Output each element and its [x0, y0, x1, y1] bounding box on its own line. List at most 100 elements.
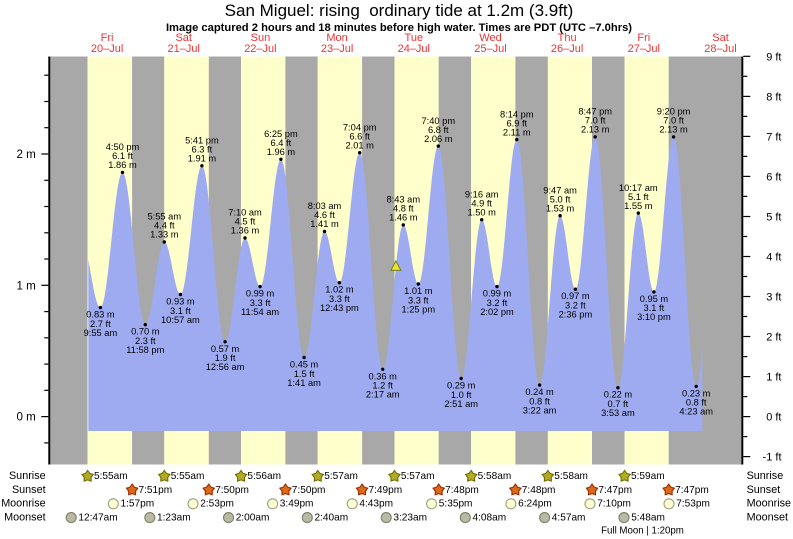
svg-text:1.5 ft: 1.5 ft	[294, 369, 315, 379]
svg-text:-1 ft: -1 ft	[763, 452, 782, 464]
svg-text:Sun: Sun	[251, 32, 271, 44]
svg-text:2:00am: 2:00am	[236, 513, 270, 524]
svg-text:Moonset: Moonset	[747, 512, 788, 524]
svg-text:5:59am: 5:59am	[631, 471, 665, 482]
svg-text:2:51 am: 2:51 am	[444, 399, 478, 409]
svg-text:5:58am: 5:58am	[478, 471, 512, 482]
svg-text:21–Jul: 21–Jul	[167, 43, 199, 55]
svg-text:0.8 ft: 0.8 ft	[529, 396, 550, 406]
svg-text:5:41 pm: 5:41 pm	[185, 136, 219, 146]
svg-text:24–Jul: 24–Jul	[398, 43, 430, 55]
svg-text:1:25 pm: 1:25 pm	[402, 304, 436, 314]
svg-text:4:50 pm: 4:50 pm	[106, 142, 140, 152]
svg-text:10:57 am: 10:57 am	[161, 315, 200, 325]
svg-text:3.1 ft: 3.1 ft	[644, 303, 665, 313]
svg-text:5.0 ft: 5.0 ft	[550, 194, 571, 204]
svg-text:20–Jul: 20–Jul	[91, 43, 123, 55]
svg-text:5:57am: 5:57am	[401, 471, 435, 482]
svg-text:6 ft: 6 ft	[766, 171, 781, 183]
svg-text:1.86 m: 1.86 m	[108, 160, 137, 170]
svg-text:2.13 m: 2.13 m	[659, 125, 688, 135]
svg-text:6.6 ft: 6.6 ft	[349, 131, 370, 141]
svg-text:2.01 m: 2.01 m	[345, 140, 374, 150]
svg-text:0.99 m: 0.99 m	[483, 289, 512, 299]
svg-text:0.23 m: 0.23 m	[682, 388, 711, 398]
svg-text:9 ft: 9 ft	[766, 51, 781, 63]
svg-text:6:24pm: 6:24pm	[518, 499, 552, 510]
svg-text:4 ft: 4 ft	[766, 252, 781, 264]
svg-text:2 ft: 2 ft	[766, 332, 781, 344]
svg-text:1:23am: 1:23am	[157, 513, 191, 524]
svg-text:4.5 ft: 4.5 ft	[235, 217, 256, 227]
svg-text:0.97 m: 0.97 m	[561, 291, 590, 301]
svg-text:Sunset: Sunset	[747, 484, 781, 496]
svg-text:0.99 m: 0.99 m	[246, 289, 275, 299]
svg-text:11:58 pm: 11:58 pm	[126, 345, 164, 355]
svg-text:1 ft: 1 ft	[766, 372, 781, 384]
svg-text:Moonrise: Moonrise	[747, 498, 791, 510]
svg-text:0 ft: 0 ft	[766, 412, 781, 424]
svg-text:7:48pm: 7:48pm	[445, 485, 479, 496]
svg-text:1.9 ft: 1.9 ft	[215, 353, 236, 363]
svg-text:25–Jul: 25–Jul	[474, 43, 506, 55]
svg-text:0.29 m: 0.29 m	[447, 381, 476, 391]
svg-text:7 ft: 7 ft	[766, 131, 781, 143]
svg-text:7:04 pm: 7:04 pm	[343, 122, 377, 132]
svg-text:7:47pm: 7:47pm	[675, 485, 709, 496]
svg-text:2.11 m: 2.11 m	[503, 127, 531, 137]
svg-text:San Miguel: rising ordinary t: San Miguel: rising ordinary tide at 1.2m…	[225, 1, 574, 20]
svg-text:1.33 m: 1.33 m	[150, 230, 179, 240]
svg-text:2 m: 2 m	[16, 148, 35, 161]
svg-text:1.41 m: 1.41 m	[310, 219, 339, 229]
svg-text:9:47 am: 9:47 am	[543, 185, 577, 195]
svg-text:12:43 pm: 12:43 pm	[320, 303, 359, 313]
svg-text:1.01 m: 1.01 m	[404, 286, 433, 296]
svg-text:4:43pm: 4:43pm	[359, 499, 393, 510]
svg-text:Moonrise: Moonrise	[1, 498, 45, 510]
svg-text:6.8 ft: 6.8 ft	[428, 125, 449, 135]
svg-text:12:47am: 12:47am	[78, 513, 117, 524]
svg-text:1.02 m: 1.02 m	[325, 285, 354, 295]
svg-text:Moonset: Moonset	[4, 512, 45, 524]
svg-text:8:14 pm: 8:14 pm	[500, 109, 534, 119]
svg-text:27–Jul: 27–Jul	[628, 43, 660, 55]
svg-text:1.36 m: 1.36 m	[231, 226, 260, 236]
svg-text:2.06 m: 2.06 m	[424, 134, 453, 144]
svg-text:0.36 m: 0.36 m	[368, 371, 397, 381]
svg-text:2.7 ft: 2.7 ft	[90, 319, 111, 329]
svg-text:6.4 ft: 6.4 ft	[271, 138, 292, 148]
svg-text:7.0 ft: 7.0 ft	[663, 116, 684, 126]
svg-text:3:23am: 3:23am	[393, 513, 427, 524]
svg-text:3.3 ft: 3.3 ft	[329, 294, 350, 304]
svg-text:3.2 ft: 3.2 ft	[565, 301, 586, 311]
svg-text:12:56 am: 12:56 am	[206, 362, 245, 372]
svg-text:4.6 ft: 4.6 ft	[314, 210, 335, 220]
svg-text:5 ft: 5 ft	[766, 212, 781, 224]
svg-text:6:25 pm: 6:25 pm	[264, 129, 298, 139]
svg-text:1.2 ft: 1.2 ft	[372, 381, 393, 391]
svg-text:8 ft: 8 ft	[766, 91, 781, 103]
svg-text:8:47 pm: 8:47 pm	[578, 107, 612, 117]
svg-text:0.57 m: 0.57 m	[211, 344, 240, 354]
svg-text:Mon: Mon	[326, 32, 347, 44]
svg-text:7:50pm: 7:50pm	[292, 485, 326, 496]
svg-text:5:56am: 5:56am	[247, 471, 281, 482]
svg-text:4.9 ft: 4.9 ft	[471, 198, 492, 208]
svg-text:8:03 am: 8:03 am	[308, 201, 342, 211]
svg-text:1.46 m: 1.46 m	[389, 213, 418, 223]
svg-text:23–Jul: 23–Jul	[321, 43, 353, 55]
svg-text:4.8 ft: 4.8 ft	[393, 204, 414, 214]
svg-text:7:10pm: 7:10pm	[597, 499, 631, 510]
svg-text:0 m: 0 m	[16, 411, 35, 424]
svg-text:7:10 am: 7:10 am	[228, 208, 262, 218]
svg-text:6.3 ft: 6.3 ft	[192, 145, 213, 155]
svg-text:1:57pm: 1:57pm	[121, 499, 155, 510]
svg-text:4.4 ft: 4.4 ft	[154, 221, 175, 231]
svg-text:2:02 pm: 2:02 pm	[480, 307, 514, 317]
svg-text:0.22 m: 0.22 m	[604, 390, 633, 400]
svg-text:9:55 am: 9:55 am	[84, 328, 118, 338]
svg-text:Sat: Sat	[712, 32, 729, 44]
svg-text:Sunrise: Sunrise	[9, 470, 46, 482]
svg-text:3:22 am: 3:22 am	[523, 405, 557, 415]
svg-text:3:49pm: 3:49pm	[280, 499, 314, 510]
